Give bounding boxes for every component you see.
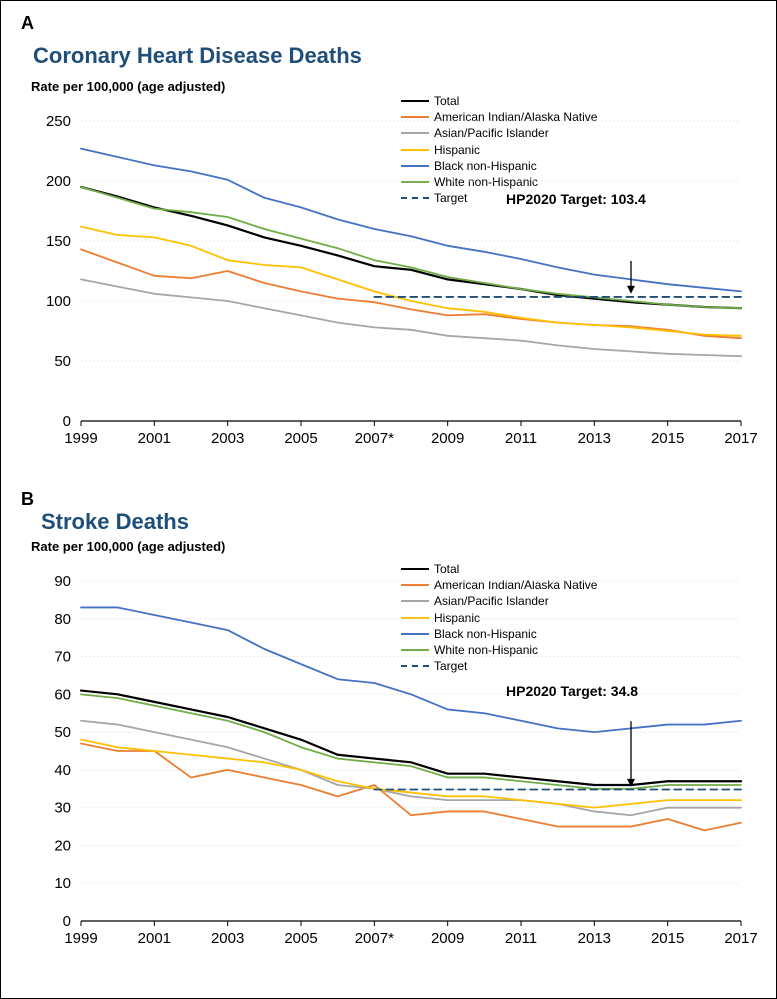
svg-text:80: 80: [54, 611, 71, 628]
svg-text:2013: 2013: [578, 430, 611, 447]
series-line-aian: [81, 249, 741, 338]
svg-text:20: 20: [54, 837, 71, 854]
legend-label: Total: [434, 561, 459, 577]
series-line-black: [81, 607, 741, 732]
legend-item: Total: [401, 93, 597, 109]
legend-label: Total: [434, 93, 459, 109]
legend-item: Total: [401, 561, 597, 577]
svg-text:2007*: 2007*: [355, 930, 394, 947]
panel-title-b: Stroke Deaths: [41, 509, 189, 535]
figure-frame: A Coronary Heart Disease Deaths Rate per…: [0, 0, 777, 999]
svg-text:2003: 2003: [211, 930, 244, 947]
svg-text:2017: 2017: [724, 430, 757, 447]
svg-text:250: 250: [46, 113, 71, 130]
svg-text:150: 150: [46, 233, 71, 250]
svg-text:2013: 2013: [578, 930, 611, 947]
svg-text:2011: 2011: [505, 930, 537, 947]
svg-text:2005: 2005: [284, 430, 317, 447]
svg-text:0: 0: [63, 413, 71, 430]
svg-text:90: 90: [54, 573, 71, 590]
svg-text:50: 50: [54, 724, 71, 741]
svg-text:30: 30: [54, 800, 71, 817]
legend-swatch: [401, 568, 429, 570]
svg-text:10: 10: [54, 875, 71, 892]
series-line-white: [81, 694, 741, 788]
svg-text:2003: 2003: [211, 430, 244, 447]
svg-text:70: 70: [54, 649, 71, 666]
target-annotation-a: HP2020 Target: 103.4: [506, 191, 646, 207]
svg-text:2001: 2001: [138, 930, 171, 947]
svg-text:1999: 1999: [64, 930, 97, 947]
y-axis-label-b: Rate per 100,000 (age adjusted): [31, 539, 225, 555]
svg-text:100: 100: [46, 293, 71, 310]
series-line-hisp: [81, 740, 741, 808]
svg-text:2011: 2011: [505, 430, 537, 447]
plot-area-b: 010203040506070809019992001200320052007*…: [81, 581, 741, 921]
y-axis-label-a: Rate per 100,000 (age adjusted): [31, 79, 225, 95]
plot-area-a: 05010015020025019992001200320052007*2009…: [81, 121, 741, 421]
svg-text:2005: 2005: [284, 930, 317, 947]
svg-text:2015: 2015: [651, 930, 684, 947]
svg-text:40: 40: [54, 762, 71, 779]
svg-text:2015: 2015: [651, 430, 684, 447]
svg-text:2009: 2009: [431, 930, 464, 947]
panel-label-a: A: [21, 13, 34, 34]
legend-swatch: [401, 100, 429, 102]
svg-text:50: 50: [54, 353, 71, 370]
panel-label-b: B: [21, 489, 34, 510]
legend-swatch: [401, 116, 429, 118]
svg-text:2007*: 2007*: [355, 430, 394, 447]
svg-text:2009: 2009: [431, 430, 464, 447]
panel-title-a: Coronary Heart Disease Deaths: [33, 43, 362, 69]
series-line-api: [81, 279, 741, 356]
svg-text:0: 0: [63, 913, 71, 930]
series-line-api: [81, 721, 741, 815]
svg-text:2017: 2017: [724, 930, 757, 947]
svg-text:2001: 2001: [138, 430, 171, 447]
svg-text:1999: 1999: [64, 430, 97, 447]
svg-text:200: 200: [46, 173, 71, 190]
target-annotation-b: HP2020 Target: 34.8: [506, 683, 638, 699]
svg-text:60: 60: [54, 686, 71, 703]
